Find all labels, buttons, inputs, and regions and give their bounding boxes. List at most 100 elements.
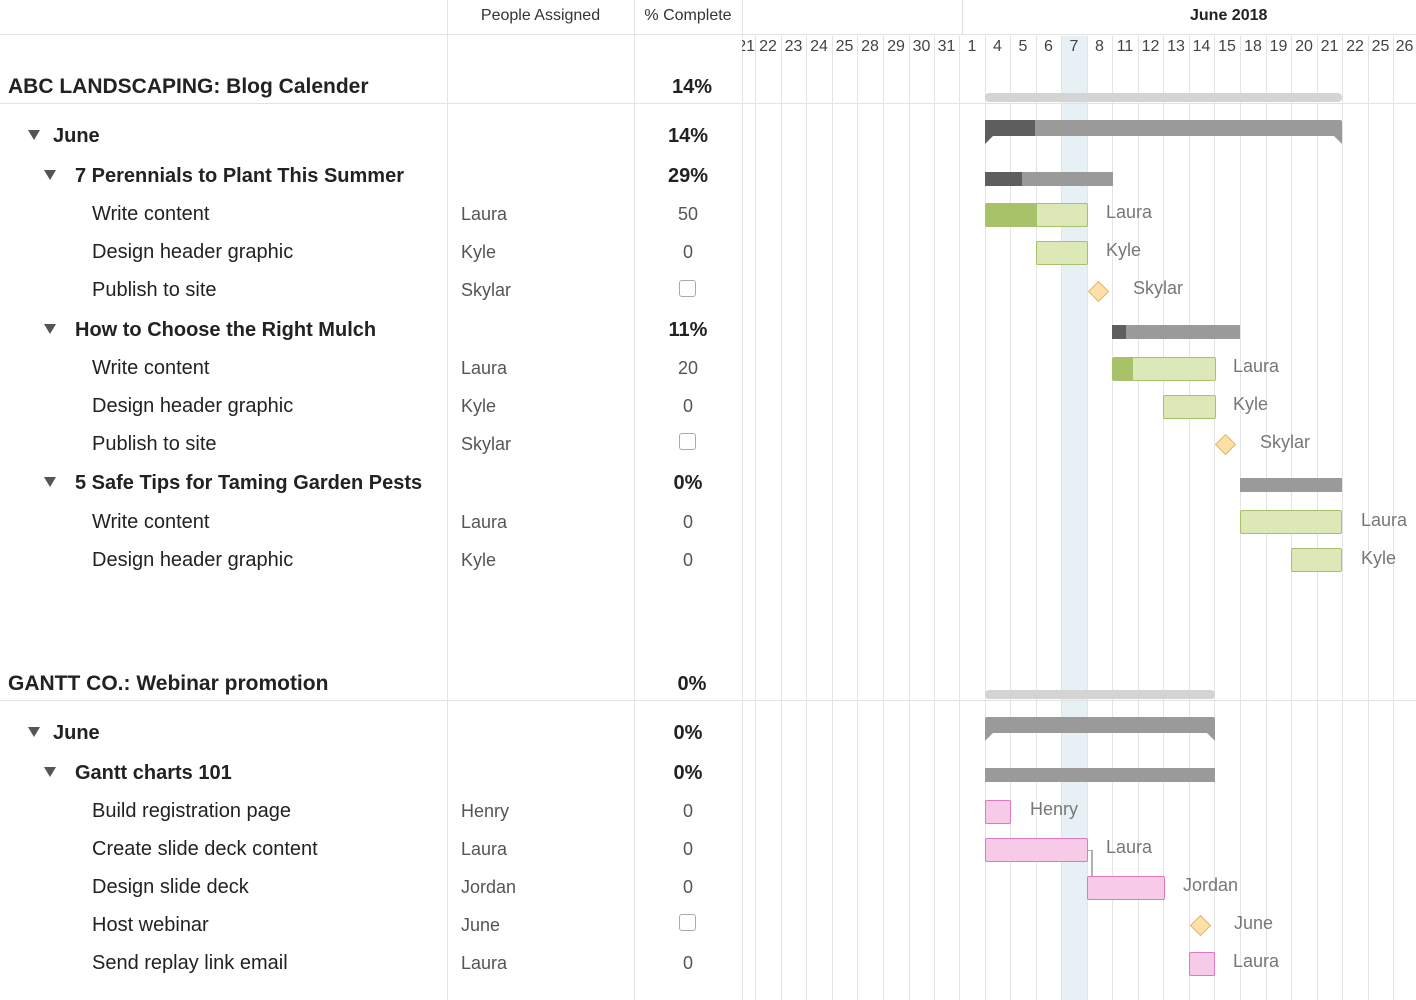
subgroup-percent: 11% [668, 319, 708, 341]
group-title[interactable]: June [53, 722, 100, 744]
task-bar[interactable] [1036, 241, 1088, 265]
task-bar[interactable] [985, 838, 1088, 862]
task-name[interactable]: Write content [92, 203, 210, 225]
task-assignee[interactable]: Laura [461, 953, 508, 973]
day-gridline [1368, 36, 1369, 1000]
task-bar[interactable] [1087, 876, 1165, 900]
day-label: 20 [1295, 38, 1313, 55]
day-gridline [1010, 36, 1011, 1000]
task-assignee[interactable]: June [461, 915, 501, 935]
project-summary-bar[interactable] [985, 93, 1342, 102]
subgroup-summary-bar[interactable] [985, 768, 1215, 782]
task-percent[interactable]: 0 [682, 512, 693, 532]
project-summary-bar[interactable] [985, 690, 1215, 699]
task-assignee[interactable]: Laura [461, 204, 508, 224]
column-divider [742, 0, 743, 1000]
task-name[interactable]: Design slide deck [92, 876, 249, 898]
project-percent: 0% [677, 673, 707, 695]
progress-fill [985, 172, 1023, 186]
task-percent[interactable]: 0 [682, 550, 693, 570]
collapse-triangle-icon[interactable] [44, 324, 56, 334]
task-name[interactable]: Write content [92, 511, 210, 533]
task-name[interactable]: Send replay link email [92, 952, 288, 974]
task-bar[interactable] [1291, 548, 1342, 572]
task-name[interactable]: Publish to site [92, 433, 217, 455]
progress-fill [1112, 325, 1127, 339]
task-bar[interactable] [1189, 952, 1215, 976]
subgroup-title[interactable]: 5 Safe Tips for Taming Garden Pests [75, 472, 423, 494]
day-gridline [1138, 36, 1139, 1000]
milestone-checkbox[interactable] [679, 914, 696, 931]
collapse-triangle-icon[interactable] [28, 130, 40, 140]
task-assignee[interactable]: Laura [461, 358, 508, 378]
task-percent[interactable]: 50 [677, 204, 699, 224]
subgroup-summary-bar[interactable] [985, 172, 1113, 186]
header-divider [0, 34, 1416, 35]
task-percent[interactable]: 0 [682, 396, 693, 416]
milestone-diamond-icon[interactable] [1189, 914, 1212, 937]
subgroup-title[interactable]: 7 Perennials to Plant This Summer [75, 165, 404, 187]
task-assignee[interactable]: Henry [461, 801, 510, 821]
task-bar[interactable] [1163, 395, 1216, 419]
subgroup-percent: 0% [673, 762, 703, 784]
task-percent[interactable]: 0 [682, 953, 693, 973]
day-label: 31 [937, 38, 956, 55]
subgroup-title[interactable]: Gantt charts 101 [75, 762, 232, 784]
people-assigned-header[interactable]: People Assigned [480, 7, 601, 24]
column-divider [447, 0, 448, 1000]
task-bar[interactable] [985, 800, 1011, 824]
day-label: 5 [1018, 38, 1028, 55]
group-title[interactable]: June [53, 125, 100, 147]
collapse-triangle-icon[interactable] [44, 170, 56, 180]
subgroup-title[interactable]: How to Choose the Right Mulch [75, 319, 377, 341]
task-bar[interactable] [1112, 357, 1216, 381]
day-gridline [1163, 36, 1164, 1000]
day-label: 18 [1244, 38, 1262, 55]
task-percent[interactable]: 0 [682, 801, 693, 821]
task-assignee[interactable]: Laura [461, 839, 508, 859]
project-title[interactable]: GANTT CO.: Webinar promotion [8, 672, 329, 695]
day-gridline [909, 36, 910, 1000]
task-assignee[interactable]: Laura [461, 512, 508, 532]
milestone-diamond-icon[interactable] [1214, 433, 1237, 456]
group-summary-bar[interactable] [985, 717, 1215, 733]
task-name[interactable]: Publish to site [92, 279, 217, 301]
task-name[interactable]: Write content [92, 357, 210, 379]
day-label: 30 [912, 38, 931, 55]
percent-complete-header[interactable]: % Complete [644, 7, 732, 24]
task-assignee[interactable]: Kyle [461, 396, 497, 416]
milestone-checkbox[interactable] [679, 433, 696, 450]
task-percent[interactable]: 0 [682, 242, 693, 262]
task-name[interactable]: Build registration page [92, 800, 292, 822]
task-name[interactable]: Design header graphic [92, 549, 294, 571]
task-assignee[interactable]: Skylar [461, 434, 512, 454]
day-label: 4 [993, 38, 1002, 55]
task-assignee[interactable]: Kyle [461, 242, 497, 262]
task-bar[interactable] [985, 203, 1088, 227]
task-assignee[interactable]: Skylar [461, 280, 512, 300]
subgroup-summary-bar[interactable] [1112, 325, 1240, 339]
project-title[interactable]: ABC LANDSCAPING: Blog Calender [8, 75, 369, 98]
collapse-triangle-icon[interactable] [44, 767, 56, 777]
collapse-triangle-icon[interactable] [44, 477, 56, 487]
subgroup-summary-bar[interactable] [1240, 478, 1342, 492]
collapse-triangle-icon[interactable] [28, 727, 40, 737]
milestone-diamond-icon[interactable] [1087, 280, 1110, 303]
day-label: 13 [1167, 38, 1185, 55]
task-percent[interactable]: 20 [677, 358, 699, 378]
task-bar-label: Laura [1361, 510, 1408, 530]
milestone-checkbox[interactable] [679, 280, 696, 297]
task-percent[interactable]: 0 [682, 839, 693, 859]
row-divider [0, 103, 1416, 104]
task-assignee[interactable]: Kyle [461, 550, 497, 570]
group-summary-bar[interactable] [985, 120, 1342, 136]
task-name[interactable]: Host webinar [92, 914, 209, 936]
task-name[interactable]: Design header graphic [92, 241, 294, 263]
task-assignee[interactable]: Jordan [461, 877, 517, 897]
task-name[interactable]: Design header graphic [92, 395, 294, 417]
task-percent[interactable]: 0 [682, 877, 693, 897]
task-bar[interactable] [1240, 510, 1342, 534]
task-name[interactable]: Create slide deck content [92, 838, 318, 860]
day-gridline [857, 36, 858, 1000]
day-gridline [832, 36, 833, 1000]
